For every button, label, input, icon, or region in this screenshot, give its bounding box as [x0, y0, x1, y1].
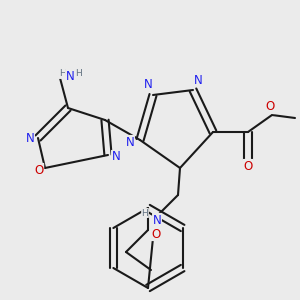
Text: N: N	[153, 214, 161, 226]
Text: O: O	[152, 227, 160, 241]
Text: N: N	[144, 79, 152, 92]
Text: N: N	[126, 136, 134, 148]
Text: N: N	[194, 74, 202, 86]
Text: O: O	[266, 100, 274, 113]
Text: H: H	[142, 208, 148, 217]
Text: H: H	[75, 70, 81, 79]
Text: N: N	[26, 131, 34, 145]
Text: H: H	[58, 70, 65, 79]
Text: N: N	[112, 151, 120, 164]
Text: O: O	[243, 160, 253, 172]
Text: O: O	[34, 164, 43, 176]
Text: N: N	[66, 70, 74, 83]
